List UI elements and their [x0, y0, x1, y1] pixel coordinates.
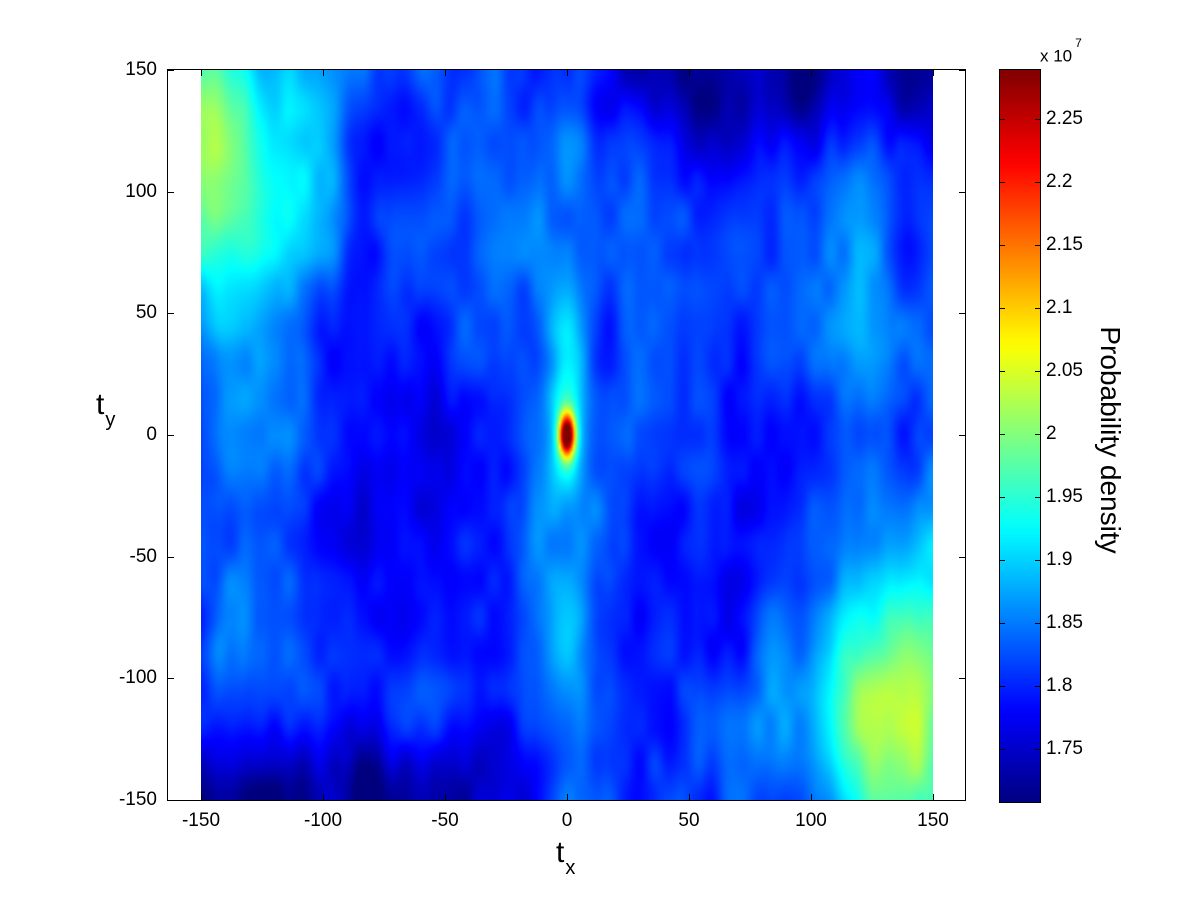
colorbar-tick-mark [1035, 497, 1041, 498]
colorbar-gradient [1000, 70, 1040, 802]
colorbar-tick-mark [999, 119, 1005, 120]
y-tick-mark [167, 800, 174, 801]
x-tick-label: 100 [795, 810, 827, 831]
x-tick-mark [811, 794, 812, 801]
y-tick-mark [959, 800, 966, 801]
y-tick-label: -150 [118, 789, 157, 810]
colorbar-tick-label: 2.05 [1046, 360, 1083, 381]
y-tick-mark [167, 192, 174, 193]
x-tick-mark [445, 69, 446, 76]
colorbar-tick-label: 2.1 [1046, 297, 1073, 318]
y-tick-mark [959, 192, 966, 193]
y-tick-mark [959, 678, 966, 679]
colorbar [999, 69, 1041, 803]
x-tick-mark [567, 794, 568, 801]
colorbar-tick-mark [1035, 182, 1041, 183]
x-tick-label: 150 [917, 810, 949, 831]
x-tick-mark [201, 69, 202, 76]
x-tick-mark [567, 69, 568, 76]
x-tick-mark [201, 794, 202, 801]
colorbar-multiplier: x 107 [1040, 36, 1082, 66]
y-tick-label: 0 [146, 424, 157, 445]
x-tick-mark [689, 794, 690, 801]
colorbar-tick-mark [999, 749, 1005, 750]
x-tick-mark [933, 794, 934, 801]
y-tick-mark [167, 435, 174, 436]
colorbar-tick-mark [999, 560, 1005, 561]
y-tick-label: -100 [118, 667, 157, 688]
y-tick-label: 100 [125, 181, 157, 202]
colorbar-tick-mark [999, 182, 1005, 183]
colorbar-tick-mark [999, 371, 1005, 372]
colorbar-tick-mark [999, 623, 1005, 624]
colorbar-tick-mark [1035, 119, 1041, 120]
x-tick-label: 50 [678, 810, 700, 831]
x-tick-label: -150 [181, 810, 221, 831]
colorbar-title: Probability density [1095, 326, 1126, 554]
colorbar-tick-label: 2.25 [1046, 108, 1083, 129]
colorbar-tick-mark [999, 497, 1005, 498]
y-tick-mark [959, 70, 966, 71]
colorbar-tick-label: 2 [1046, 423, 1057, 444]
colorbar-tick-mark [1035, 308, 1041, 309]
x-tick-mark [445, 794, 446, 801]
heatmap-image [201, 70, 933, 800]
colorbar-tick-label: 2.15 [1046, 234, 1083, 255]
colorbar-tick-mark [1035, 749, 1041, 750]
colorbar-tick-mark [999, 686, 1005, 687]
colorbar-tick-label: 1.85 [1046, 612, 1083, 633]
y-tick-mark [959, 313, 966, 314]
colorbar-tick-mark [1035, 623, 1041, 624]
colorbar-tick-mark [999, 245, 1005, 246]
colorbar-tick-mark [1035, 686, 1041, 687]
colorbar-tick-label: 1.95 [1046, 486, 1083, 507]
colorbar-tick-mark [1035, 371, 1041, 372]
colorbar-tick-mark [1035, 245, 1041, 246]
y-tick-mark [167, 557, 174, 558]
y-tick-mark [167, 678, 174, 679]
x-tick-mark [323, 69, 324, 76]
colorbar-tick-label: 2.2 [1046, 171, 1073, 192]
y-tick-mark [959, 435, 966, 436]
x-tick-mark [323, 794, 324, 801]
x-tick-mark [933, 69, 934, 76]
colorbar-tick-label: 1.75 [1046, 738, 1083, 759]
y-tick-label: -50 [129, 546, 157, 567]
y-tick-mark [167, 313, 174, 314]
x-axis-title: tx [556, 836, 576, 879]
y-tick-label: 50 [135, 302, 157, 323]
colorbar-tick-label: 1.8 [1046, 675, 1073, 696]
x-tick-label: 0 [561, 810, 573, 831]
colorbar-tick-mark [999, 308, 1005, 309]
x-tick-label: -50 [431, 810, 459, 831]
colorbar-tick-mark [1035, 560, 1041, 561]
x-tick-mark [811, 69, 812, 76]
x-tick-mark [689, 69, 690, 76]
y-axis-title: ty [96, 388, 116, 431]
y-tick-mark [167, 70, 174, 71]
y-tick-mark [959, 557, 966, 558]
y-tick-label: 150 [125, 59, 157, 80]
colorbar-tick-mark [1035, 434, 1041, 435]
x-tick-label: -100 [303, 810, 343, 831]
colorbar-tick-mark [999, 434, 1005, 435]
colorbar-tick-label: 1.9 [1046, 549, 1073, 570]
